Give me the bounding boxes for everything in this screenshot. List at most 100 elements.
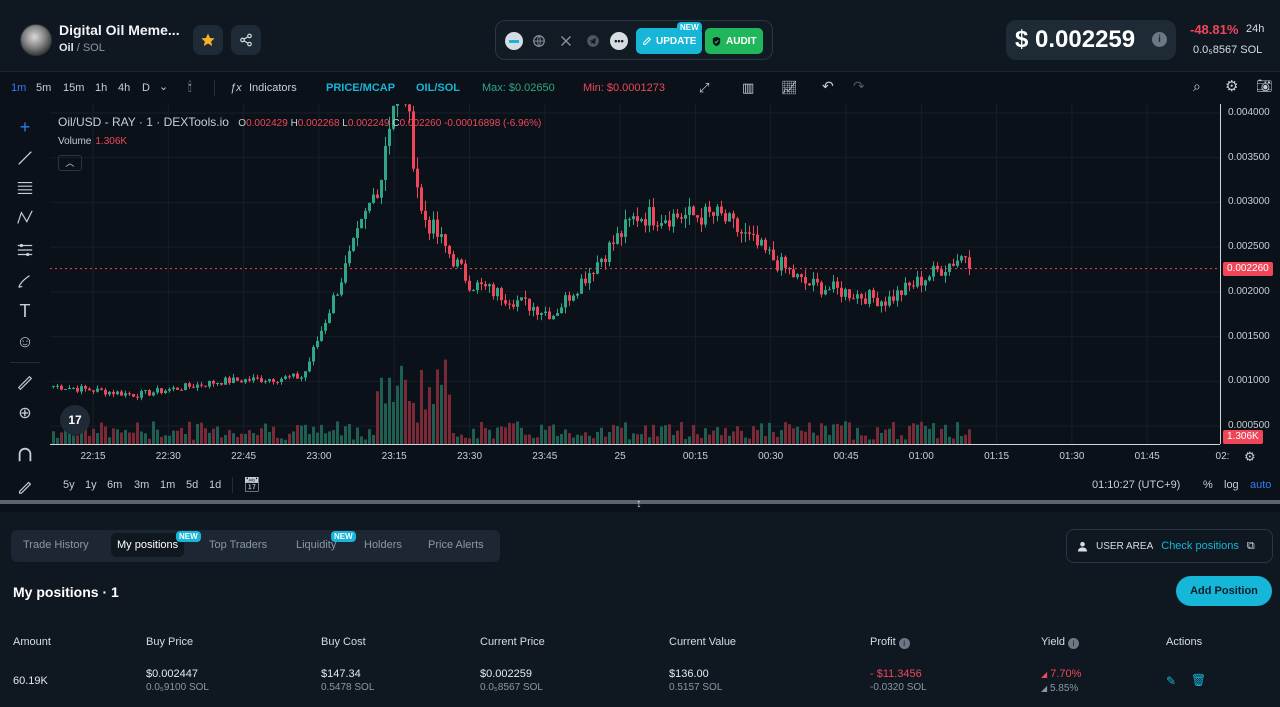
fullscreen-icon[interactable]: ⤢ (699, 80, 710, 95)
interval-d[interactable]: D (142, 82, 150, 94)
ruler-icon[interactable] (14, 372, 36, 394)
edit-position-icon[interactable]: ✎ (1166, 674, 1177, 688)
panel-resizer[interactable] (0, 500, 1280, 504)
range-1y[interactable]: 1y (85, 479, 97, 491)
range-5y[interactable]: 5y (63, 479, 75, 491)
fib-icon[interactable] (14, 177, 36, 199)
crosshair-icon[interactable]: + (19, 116, 31, 137)
candle-body (524, 297, 527, 299)
emoji-icon[interactable]: ☺ (16, 332, 34, 351)
volume-bar (544, 429, 547, 444)
resize-handle-icon[interactable]: ↕ (636, 496, 642, 510)
line-chart-icon[interactable]: 📈︎ (781, 80, 798, 95)
volume-bar (388, 377, 391, 444)
trendline-icon[interactable] (14, 147, 36, 169)
log-toggle[interactable]: log (1224, 479, 1239, 491)
col-actions: Actions (1166, 636, 1203, 648)
time-axis[interactable]: 22:15 22:30 22:45 23:00 23:15 23:30 23:45 25 00:… (50, 444, 1229, 468)
pattern-icon[interactable] (14, 207, 36, 229)
share-button[interactable] (231, 25, 261, 55)
candle-body (100, 388, 103, 390)
pair-toggle[interactable]: OIL/SOL (416, 82, 460, 94)
price-chart[interactable]: Oil/USD - RAY · 1 · DEXTools.io O0.00242… (50, 104, 1220, 444)
lock-drawing-icon[interactable] (14, 475, 36, 497)
favorite-button[interactable] (193, 25, 223, 55)
tab-price-alerts[interactable]: Price Alerts (428, 539, 484, 551)
interval-1h[interactable]: 1h (95, 82, 108, 94)
interval-15m[interactable]: 15m (63, 82, 85, 94)
bars-icon[interactable]: ▥ (742, 80, 755, 95)
candle-body (252, 377, 255, 381)
volume-bar (752, 426, 755, 444)
delete-position-icon[interactable]: 🗑︎ (1191, 673, 1207, 687)
candle-body (708, 206, 711, 213)
tab-trade-history[interactable]: Trade History (23, 539, 89, 551)
volume-bar (688, 436, 691, 444)
candle-body (920, 276, 923, 286)
tab-holders[interactable]: Holders (364, 539, 402, 551)
search-icon[interactable]: ⌕ (1193, 78, 1201, 94)
x-icon[interactable] (557, 32, 575, 50)
candle-type-icon[interactable]: 🕯︎ (188, 79, 192, 94)
interval-1m[interactable]: 1m (11, 82, 27, 94)
telegram-icon[interactable] (584, 32, 602, 50)
info-icon[interactable]: i (1152, 32, 1167, 47)
gear-icon[interactable]: ⚙ (1225, 78, 1239, 95)
candle-body (192, 386, 195, 388)
range-5d[interactable]: 5d (186, 479, 199, 491)
undo-icon[interactable]: ↶ (822, 78, 834, 94)
candle-body (500, 288, 503, 301)
calendar-icon[interactable]: 📅︎ (243, 476, 261, 492)
range-1d[interactable]: 1d (209, 479, 222, 491)
add-position-button[interactable]: Add Position (1176, 576, 1272, 606)
chart-canvas[interactable] (50, 104, 1220, 444)
ohlc-values: O0.002429 H0.002268 L0.002249 C0.002260 … (238, 118, 542, 129)
tab-my-positions[interactable]: My positions (111, 533, 185, 557)
collapse-legend-button[interactable]: ︿ (58, 155, 82, 171)
percent-toggle[interactable]: % (1203, 479, 1213, 491)
range-1m[interactable]: 1m (160, 479, 176, 491)
tab-top-traders[interactable]: Top Traders (209, 539, 268, 551)
token-name[interactable]: Digital Oil Meme... (59, 22, 180, 38)
text-icon[interactable]: T (19, 300, 31, 321)
interval-4h[interactable]: 4h (118, 82, 131, 94)
check-positions-link[interactable]: Check positions (1161, 540, 1239, 552)
auto-toggle[interactable]: auto (1250, 479, 1272, 491)
audit-button[interactable]: AUDIT (705, 28, 763, 54)
volume-bar (668, 424, 671, 444)
globe-icon[interactable] (530, 32, 548, 50)
chart-settings-icon[interactable]: ⚙ (1244, 449, 1256, 464)
volume-bar (844, 421, 847, 444)
volume-bar (56, 437, 59, 444)
zoom-icon[interactable]: ⊕ (18, 405, 32, 422)
candle-body (488, 284, 491, 287)
price-tick-label: 0.000500 (1228, 420, 1270, 432)
brush-icon[interactable] (14, 270, 36, 292)
more-icon[interactable]: ••• (610, 32, 628, 50)
token-site-icon[interactable] (505, 32, 523, 50)
volume-bar (76, 435, 79, 444)
indicators-icon[interactable]: ƒx (230, 82, 242, 94)
chevron-down-icon[interactable]: ⌄ (159, 81, 169, 93)
camera-icon[interactable]: 📷︎ (1256, 78, 1273, 93)
price-axis[interactable]: 0.004000 0.003500 0.003000 0.002500 0.002000… (1220, 104, 1280, 444)
candle-body (904, 282, 907, 295)
redo-icon[interactable]: ↷ (853, 78, 865, 94)
range-3m[interactable]: 3m (134, 479, 150, 491)
interval-5m[interactable]: 5m (36, 82, 52, 94)
volume-bar (600, 427, 603, 444)
volume-bar (360, 436, 363, 444)
forecast-icon[interactable] (14, 239, 36, 261)
external-link-icon[interactable]: ⧉ (1246, 539, 1255, 552)
time-tick-label: 00:15 (682, 451, 708, 462)
candle-body (272, 379, 275, 382)
indicators-button[interactable]: Indicators (249, 82, 297, 94)
price-mcap-toggle[interactable]: PRICE/MCAP (326, 82, 396, 94)
volume-bar (960, 435, 963, 444)
candle-body (768, 249, 771, 251)
candle-body (632, 216, 635, 220)
range-6m[interactable]: 6m (107, 479, 123, 491)
tab-liquidity[interactable]: Liquidity (296, 539, 337, 551)
magnet-icon[interactable] (14, 444, 36, 466)
clock-display[interactable]: 01:10:27 (UTC+9) (1092, 479, 1181, 491)
